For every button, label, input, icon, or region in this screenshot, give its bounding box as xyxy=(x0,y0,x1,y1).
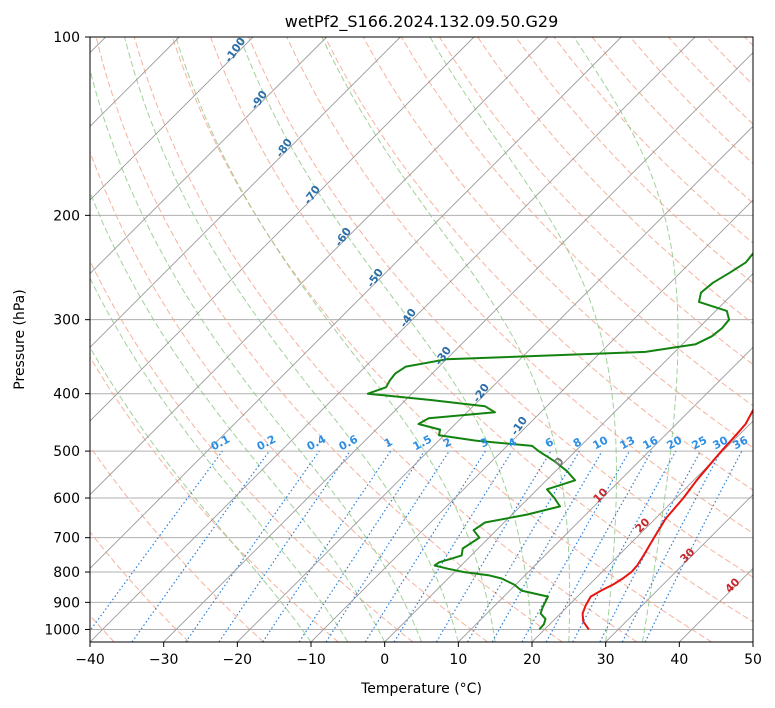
isotherm-line xyxy=(90,37,548,496)
dry-adiabat xyxy=(90,356,339,642)
isotherm-line xyxy=(605,494,753,642)
x-tick-label: 0 xyxy=(380,652,389,668)
mixing-ratio-line xyxy=(298,450,425,642)
temperature-line xyxy=(581,408,753,630)
dry-adiabat xyxy=(248,37,753,578)
mixing-ratio-line xyxy=(325,450,450,642)
mixing-ratio-label: 20 xyxy=(665,433,685,452)
y-tick-label: 200 xyxy=(53,208,80,224)
mixing-ratio-lines xyxy=(90,450,743,642)
x-tick-label: −40 xyxy=(75,652,105,668)
mixing-ratio-line xyxy=(572,450,677,642)
isotherm-line xyxy=(163,52,753,642)
mixing-ratio-label: 16 xyxy=(641,433,661,452)
moist-adiabat xyxy=(90,67,422,642)
mixing-ratio-line xyxy=(131,450,270,642)
moist-adiabat xyxy=(124,37,459,642)
mixing-ratio-line xyxy=(262,450,392,642)
mixing-ratio-label: 36 xyxy=(731,433,751,452)
plot-frame xyxy=(89,36,754,643)
isotherm-line xyxy=(384,273,753,642)
x-tick-label: 50 xyxy=(744,652,762,668)
dry-adiabat xyxy=(90,531,190,642)
mixing-ratio-line xyxy=(393,450,513,642)
grid xyxy=(90,37,753,630)
mixing-ratio-label: 13 xyxy=(618,434,638,453)
moist-adiabat xyxy=(239,37,533,642)
dry-adiabat xyxy=(90,150,488,642)
isotherm-line xyxy=(90,37,254,201)
x-tick-label: −30 xyxy=(149,652,179,668)
mixing-ratio-label: 25 xyxy=(690,434,710,453)
isotherm-line xyxy=(90,37,401,348)
mixing-ratio-line xyxy=(545,450,653,642)
y-tick-label: 600 xyxy=(53,491,80,507)
mixing-ratio-line xyxy=(521,450,631,642)
x-axis-title: Temperature (°C) xyxy=(360,681,482,697)
y-tick-label: 500 xyxy=(53,444,80,460)
dry-adiabat xyxy=(95,37,563,642)
moist-adiabats xyxy=(90,37,679,642)
y-tick-label: 400 xyxy=(53,387,80,403)
isotherm-line xyxy=(90,37,327,275)
y-tick-label: 1000 xyxy=(44,622,80,638)
x-tick-label: 20 xyxy=(523,652,541,668)
isotherm-line xyxy=(458,346,753,642)
mixing-ratio-label: 10 xyxy=(591,433,611,452)
isotherm-line xyxy=(237,125,753,642)
mixing-ratio-line xyxy=(218,450,351,642)
isotherm-line xyxy=(531,420,753,642)
dry-adiabat xyxy=(90,445,264,642)
isotherm-line xyxy=(310,199,753,642)
dry-adiabat xyxy=(515,37,753,284)
isotherm-line xyxy=(90,37,475,422)
moist-adiabat xyxy=(90,190,386,642)
mixing-ratio-line xyxy=(90,450,223,632)
y-tick-label: 300 xyxy=(53,313,80,329)
mixing-ratio-line xyxy=(644,450,743,642)
x-tick-label: 10 xyxy=(449,652,467,668)
dry-adiabat xyxy=(210,37,753,623)
moist-adiabat xyxy=(573,37,679,642)
y-tick-label: 900 xyxy=(53,595,80,611)
y-tick-label: 100 xyxy=(53,30,80,46)
moist-adiabat xyxy=(90,277,349,642)
y-tick-label: 700 xyxy=(53,531,80,547)
isotherm-line xyxy=(90,37,622,569)
isotherm-line xyxy=(90,37,696,642)
mixing-ratio-line xyxy=(185,450,320,642)
dry-adiabat xyxy=(438,37,753,366)
dry-adiabat xyxy=(171,37,712,642)
x-tick-label: 30 xyxy=(597,652,615,668)
isotherms xyxy=(90,37,753,642)
dewpoint-line xyxy=(366,251,753,631)
y-axis-title: Pressure (hPa) xyxy=(12,289,28,389)
y-tick-label: 800 xyxy=(53,565,80,581)
moist-adiabat xyxy=(321,37,571,642)
mixing-ratio-label: 30 xyxy=(711,433,731,452)
dry-adiabat xyxy=(400,37,753,407)
moist-adiabat xyxy=(90,346,312,642)
moist-adiabat xyxy=(429,37,617,642)
x-tick-label: −20 xyxy=(223,652,253,668)
moist-adiabat xyxy=(175,37,496,642)
sounding-series xyxy=(366,251,753,631)
x-tick-label: 40 xyxy=(670,652,688,668)
x-tick-label: −10 xyxy=(296,652,326,668)
chart-title: wetPf2_S166.2024.132.09.50.G29 xyxy=(285,12,559,32)
dry-adiabat xyxy=(133,37,638,642)
